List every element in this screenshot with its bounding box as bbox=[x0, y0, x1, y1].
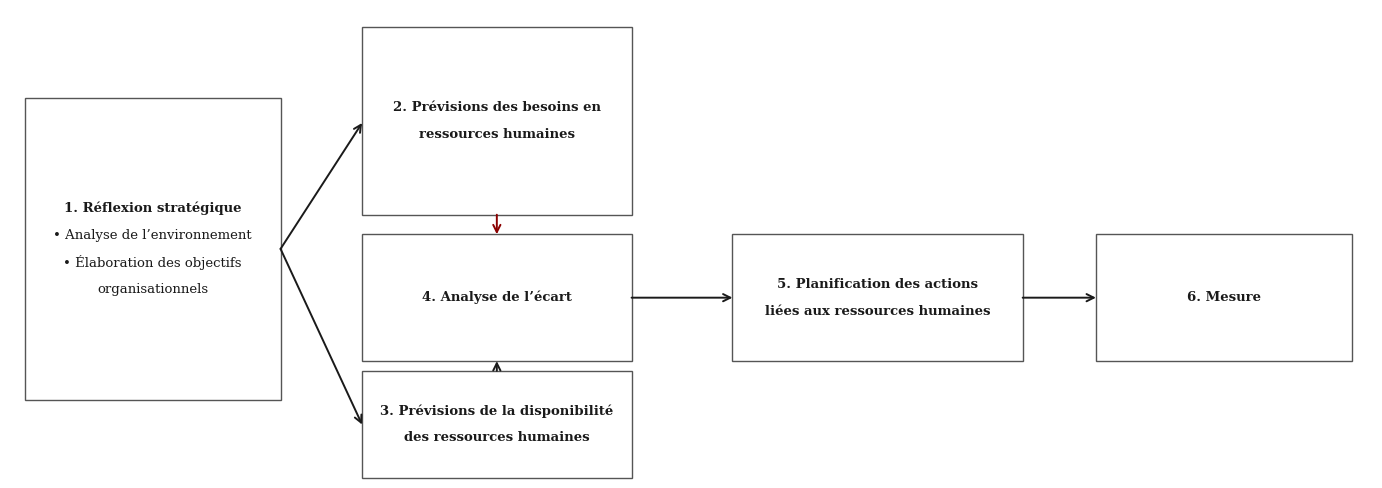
Text: • Élaboration des objectifs: • Élaboration des objectifs bbox=[64, 255, 242, 270]
Text: 3. Prévisions de la disponibilité: 3. Prévisions de la disponibilité bbox=[380, 405, 614, 418]
Text: • Analyse de l’environnement: • Analyse de l’environnement bbox=[54, 229, 252, 242]
FancyBboxPatch shape bbox=[362, 234, 632, 361]
Text: des ressources humaines: des ressources humaines bbox=[404, 431, 590, 445]
FancyBboxPatch shape bbox=[25, 98, 281, 400]
Text: organisationnels: organisationnels bbox=[97, 283, 209, 296]
Text: liées aux ressources humaines: liées aux ressources humaines bbox=[764, 305, 991, 318]
Text: ressources humaines: ressources humaines bbox=[419, 128, 575, 141]
FancyBboxPatch shape bbox=[362, 371, 632, 478]
Text: 4. Analyse de l’écart: 4. Analyse de l’écart bbox=[422, 291, 572, 305]
Text: 2. Prévisions des besoins en: 2. Prévisions des besoins en bbox=[392, 101, 601, 114]
FancyBboxPatch shape bbox=[732, 234, 1023, 361]
FancyBboxPatch shape bbox=[362, 27, 632, 215]
Text: 6. Mesure: 6. Mesure bbox=[1187, 291, 1260, 304]
Text: 5. Planification des actions: 5. Planification des actions bbox=[777, 278, 978, 291]
FancyBboxPatch shape bbox=[1096, 234, 1352, 361]
Text: 1. Réflexion stratégique: 1. Réflexion stratégique bbox=[64, 202, 242, 215]
